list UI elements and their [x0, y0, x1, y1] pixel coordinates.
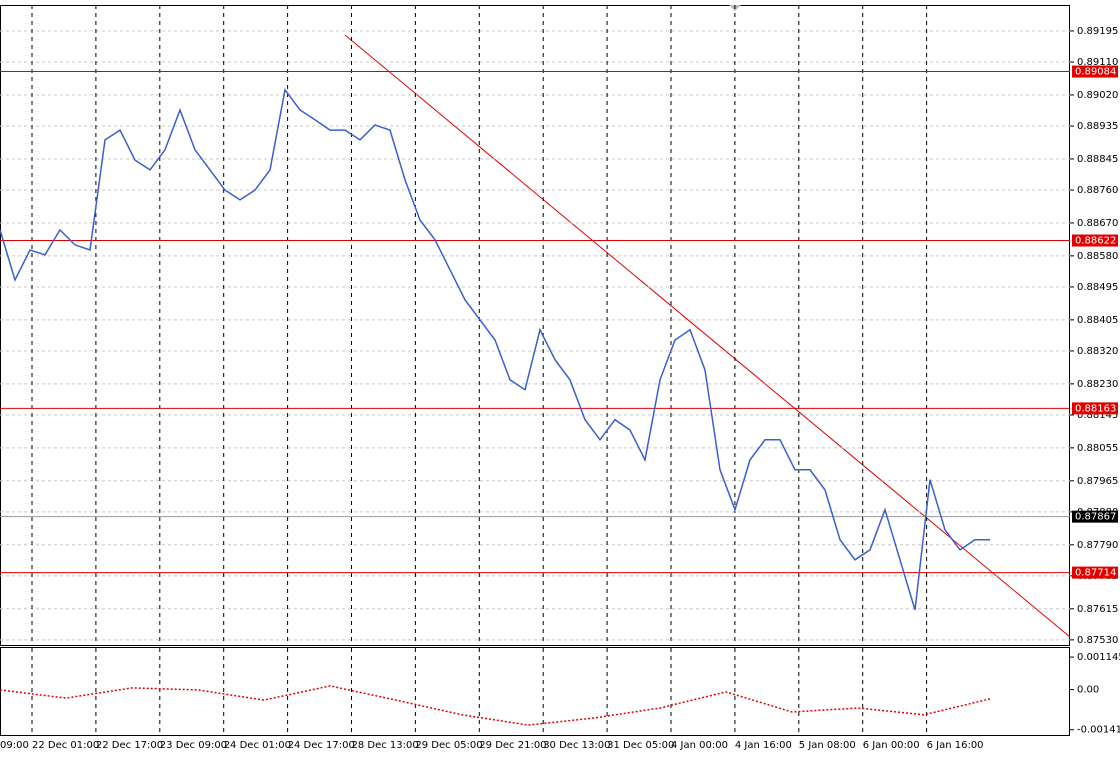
x-tick-label: 5 Jan 08:00 — [799, 740, 856, 751]
y-tick-label: 0.88580 — [1077, 251, 1118, 262]
x-tick-label: 23 Dec 09:00 — [160, 740, 227, 751]
y-tick-label: 0.89195 — [1077, 26, 1118, 37]
level-label: 0.89084 — [1075, 67, 1116, 78]
x-tick-label: 24 Dec 17:00 — [288, 740, 355, 751]
y-tick-label: 0.88670 — [1077, 218, 1118, 229]
x-tick-label: 4 Jan 16:00 — [735, 740, 792, 751]
x-tick-label: 22 Dec 01:00 — [32, 740, 99, 751]
x-tick-label: 22 Dec 17:00 — [96, 740, 163, 751]
y-tick-label: 0.87790 — [1077, 540, 1118, 551]
y-tick-label: 0.88405 — [1077, 315, 1118, 326]
y-tick-label: 0.88320 — [1077, 346, 1118, 357]
osc-tick-label: -0.001415 — [1077, 725, 1120, 736]
y-tick-label: 0.88145 — [1077, 410, 1118, 421]
y-tick-label: 0.88055 — [1077, 443, 1118, 454]
trend-line — [344, 34, 1071, 638]
x-tick-label: 29 Dec 05:00 — [415, 740, 482, 751]
osc-tick-label: 0.001145 — [1077, 652, 1120, 663]
y-tick-label: 0.89020 — [1077, 90, 1118, 101]
x-tick-label: 28 Dec 13:00 — [352, 740, 419, 751]
current-price-label: 0.87867 — [1075, 512, 1116, 523]
x-tick-label: 6 Jan 00:00 — [863, 740, 920, 751]
y-tick-label: 0.87530 — [1077, 635, 1118, 646]
oscillator-panel — [0, 647, 1070, 736]
level-label: 0.88163 — [1075, 403, 1116, 414]
x-tick-label: 24 Dec 01:00 — [224, 740, 291, 751]
level-label-box — [1072, 234, 1118, 247]
y-tick-label: 0.88845 — [1077, 154, 1118, 165]
level-label: 0.87714 — [1075, 568, 1116, 579]
y-tick-label: 0.88495 — [1077, 282, 1118, 293]
y-tick-label: 0.88935 — [1077, 121, 1118, 132]
y-tick-label: 0.88760 — [1077, 185, 1118, 196]
level-label-box — [1072, 65, 1118, 78]
level-label-box — [1072, 566, 1118, 579]
x-tick-label: 4 Jan 00:00 — [671, 740, 728, 751]
y-tick-label: 0.88230 — [1077, 379, 1118, 390]
y-tick-label: 0.89110 — [1077, 57, 1118, 68]
x-tick-label: 30 Dec 13:00 — [543, 740, 610, 751]
y-tick-label: 0.87965 — [1077, 476, 1118, 487]
price-line — [0, 87, 990, 611]
main-panel — [0, 5, 1070, 646]
level-label: 0.88622 — [1075, 236, 1116, 247]
y-tick-label: 0.87615 — [1077, 604, 1118, 615]
x-tick-label: 09:00 — [0, 740, 29, 751]
level-label-box — [1072, 402, 1118, 415]
current-price-box — [1072, 510, 1118, 523]
x-tick-label: 29 Dec 21:00 — [479, 740, 546, 751]
x-tick-label: 31 Dec 05:00 — [607, 740, 674, 751]
x-tick-label: 6 Jan 16:00 — [927, 740, 984, 751]
osc-tick-label: 0.00 — [1077, 685, 1099, 696]
